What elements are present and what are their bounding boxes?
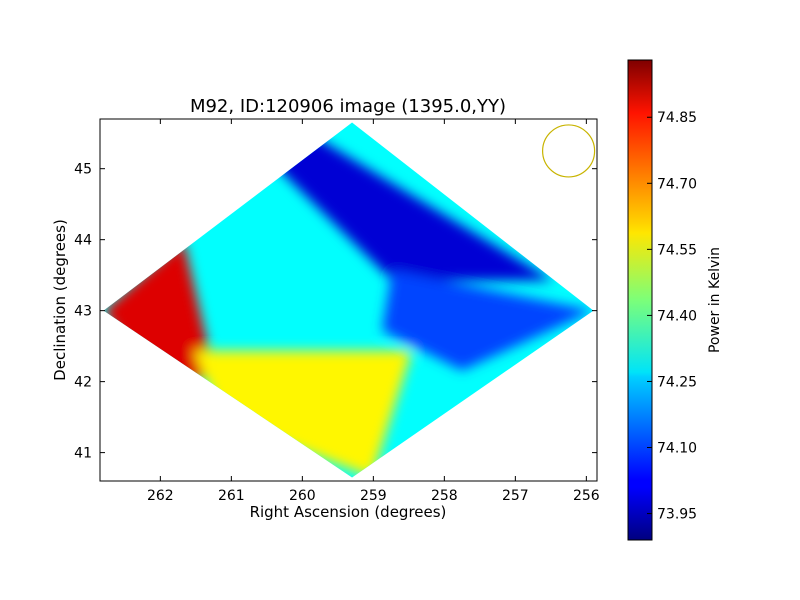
colorbar-tick-label: 73.95 [657,507,697,523]
west-region [382,270,594,371]
colorbar-ticks: 73.95 74.10 74.25 74.40 74.55 74.70 74.85 [647,110,697,523]
y-tick-label: 42 [74,375,92,391]
y-tick-label: 44 [74,233,92,249]
y-axis-label: Declination (degrees) [51,219,69,381]
chart-title: M92, ID:120906 image (1395.0,YY) [190,96,506,117]
x-tick-label: 260 [289,488,316,504]
colorbar-tick-label: 74.40 [657,308,697,324]
y-tick-label: 41 [74,446,92,462]
heatmap-image [103,122,594,478]
colorbar-label: Power in Kelvin [707,247,723,353]
colorbar-tick-label: 74.55 [657,242,697,258]
colorbar [627,59,653,541]
colorbar-tick-label: 74.85 [657,110,697,126]
plot-frame [99,118,598,482]
x-tick-label: 261 [218,488,245,504]
x-axis-label: Right Ascension (degrees) [250,503,447,521]
colorbar-tick-label: 74.70 [657,176,697,192]
x-tick-label: 258 [431,488,458,504]
y-axis-ticks: 41 42 43 44 45 [74,162,597,462]
y-tick-label: 45 [74,162,92,178]
field-blobs [103,122,594,478]
x-tick-label: 257 [502,488,529,504]
x-axis-ticks: 262 261 260 259 258 257 256 [147,119,600,504]
x-tick-label: 259 [360,488,387,504]
east-region [103,240,214,401]
colorbar-tick-label: 74.10 [657,441,697,457]
x-tick-label: 256 [573,488,600,504]
north-region [272,122,554,281]
y-tick-label: 43 [74,304,92,320]
colorbar-tick-label: 74.25 [657,374,697,390]
x-tick-label: 262 [147,488,174,504]
beam-circle [541,124,596,178]
south-region [193,350,413,478]
